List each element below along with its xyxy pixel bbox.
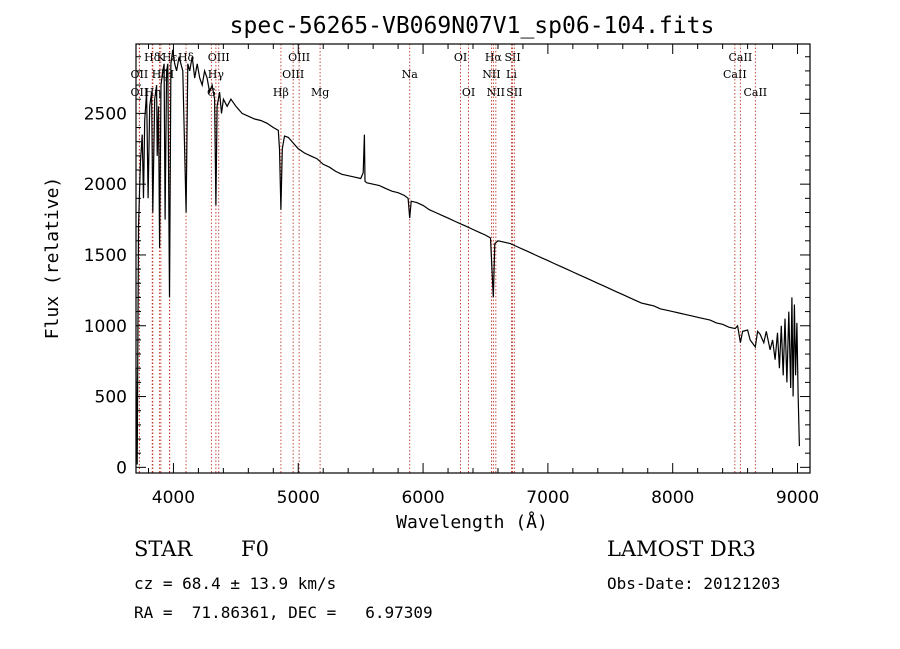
y-tick-label: 2000 (84, 175, 127, 195)
spectral-line-label: OII (131, 86, 149, 99)
x-tick-label: 4000 (152, 488, 195, 508)
x-tick-label: 7000 (526, 488, 569, 508)
coordinates: RA = 71.86361, DEC = 6.97309 (134, 603, 433, 622)
spectral-line-label: Hα (485, 51, 503, 64)
spectral-line-label: NII (487, 86, 505, 99)
spectral-line-label: OI (454, 51, 467, 64)
spectral-line-label: CaII (743, 86, 767, 99)
survey-name: LAMOST DR3 (607, 537, 756, 561)
spectral-line-label: NII (482, 68, 500, 81)
spectral-line-label: G (207, 86, 216, 99)
spectral-line-label: Hγ (208, 68, 225, 81)
spectral-line-label: Mg (311, 86, 329, 99)
spectral-line-label: Hζ (152, 68, 168, 81)
spectral-line-label: OIII (208, 51, 230, 64)
redshift-velocity: cz = 68.4 ± 13.9 km/s (134, 574, 337, 593)
spectral-line-label: Hδ (144, 51, 161, 64)
x-tick-label: 5000 (277, 488, 320, 508)
x-tick-label: 9000 (776, 488, 819, 508)
spectral-line-label: CaII (723, 68, 747, 81)
y-tick-label: 2500 (84, 104, 127, 124)
y-axis-label: Flux (relative) (42, 177, 63, 340)
spectral-line-label: OII (131, 68, 149, 81)
spectral-line-label: OIII (288, 51, 310, 64)
spectral-line-label: Hδ (178, 51, 195, 64)
spectral-line-label: OI (462, 86, 475, 99)
spectral-line-label: K (157, 51, 166, 64)
y-tick-label: 0 (116, 458, 127, 478)
y-tick-label: 500 (95, 388, 127, 408)
spectral-line-label: H (165, 68, 175, 81)
x-tick-label: 6000 (401, 488, 444, 508)
chart-title: spec-56265-VB069N07V1_sp06-104.fits (230, 13, 715, 39)
spectral-line-label: SII (506, 86, 522, 99)
object-class: STAR (134, 537, 193, 561)
spectral-line-label: Li (506, 68, 517, 81)
y-tick-label: 1500 (84, 246, 127, 266)
y-tick-label: 1000 (84, 317, 127, 337)
spectral-line-label: OIII (282, 68, 304, 81)
x-axis-label: Wavelength (Å) (396, 511, 548, 533)
observation-date: Obs-Date: 20121203 (607, 574, 781, 593)
object-subclass: F0 (241, 537, 269, 561)
spectrum-series-line (135, 49, 800, 465)
spectral-line-label: Hβ (273, 86, 289, 99)
spectral-line-label: Na (402, 68, 419, 81)
spectral-line-label: SII (504, 51, 520, 64)
spectral-line-label: CaII (729, 51, 753, 64)
x-tick-label: 8000 (651, 488, 694, 508)
axis-ticks: 4000 5000 6000 7000 8000 9000 0 500 1000 1500 2000… (84, 44, 819, 508)
